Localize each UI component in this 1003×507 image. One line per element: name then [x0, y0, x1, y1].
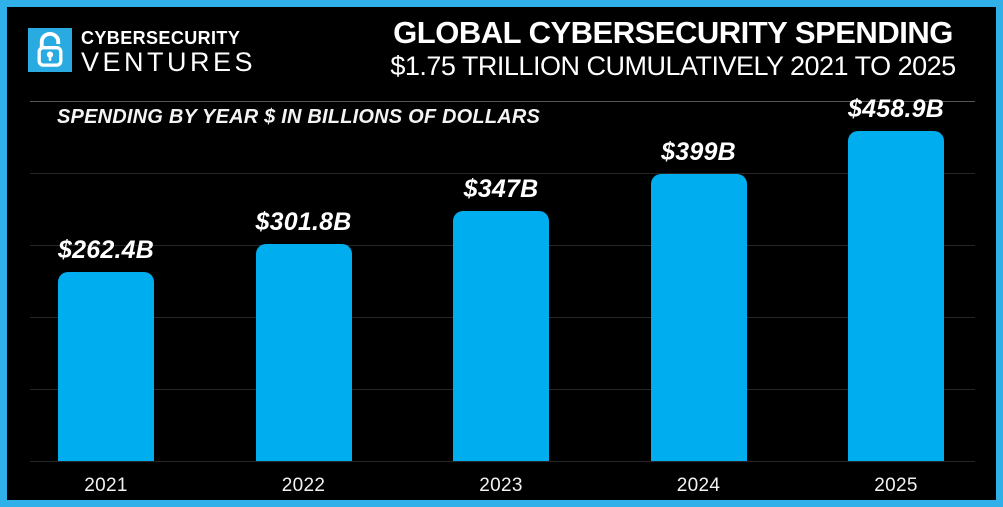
bar-value-label-2024: $399B [661, 138, 736, 166]
gridline-400 [30, 173, 975, 174]
x-axis-label-2023: 2023 [479, 475, 523, 496]
x-axis-label-2021: 2021 [84, 475, 128, 496]
brand-text: CYBERSECURITY VENTURES [81, 28, 256, 76]
bar-2023 [453, 211, 549, 461]
bar-value-label-2022: $301.8B [255, 208, 352, 236]
x-axis-label-2022: 2022 [281, 475, 326, 496]
brand-name-bottom: VENTURES [81, 47, 257, 77]
plot-area: $262.4B $301.8B $347B $399B $458.9B [30, 95, 975, 462]
title-block: GLOBAL CYBERSECURITY SPENDING $1.75 TRIL… [390, 15, 956, 82]
bar-2025 [848, 131, 944, 461]
page-title: GLOBAL CYBERSECURITY SPENDING [393, 15, 953, 50]
x-axis-label-2025: 2025 [874, 475, 918, 496]
bar-value-label-2025: $458.9B [848, 95, 944, 123]
page-subtitle: $1.75 TRILLION CUMULATIVELY 2021 TO 2025 [390, 51, 956, 81]
chart-title: SPENDING BY YEAR $ IN BILLIONS OF DOLLAR… [57, 106, 541, 128]
brand-logo: CYBERSECURITY VENTURES [28, 28, 256, 76]
bar-value-label-2021: $262.4B [58, 236, 154, 264]
padlock-icon [28, 28, 72, 72]
gridline-500 [30, 101, 975, 102]
bar-2021 [58, 272, 154, 461]
brand-name-top: CYBERSECURITY [81, 28, 241, 48]
bar-2022 [255, 244, 352, 461]
x-axis-label-2024: 2024 [676, 475, 721, 496]
gridline-0 [30, 461, 975, 462]
bar-value-label-2023: $347B [463, 175, 539, 203]
bar-2024 [650, 174, 747, 461]
